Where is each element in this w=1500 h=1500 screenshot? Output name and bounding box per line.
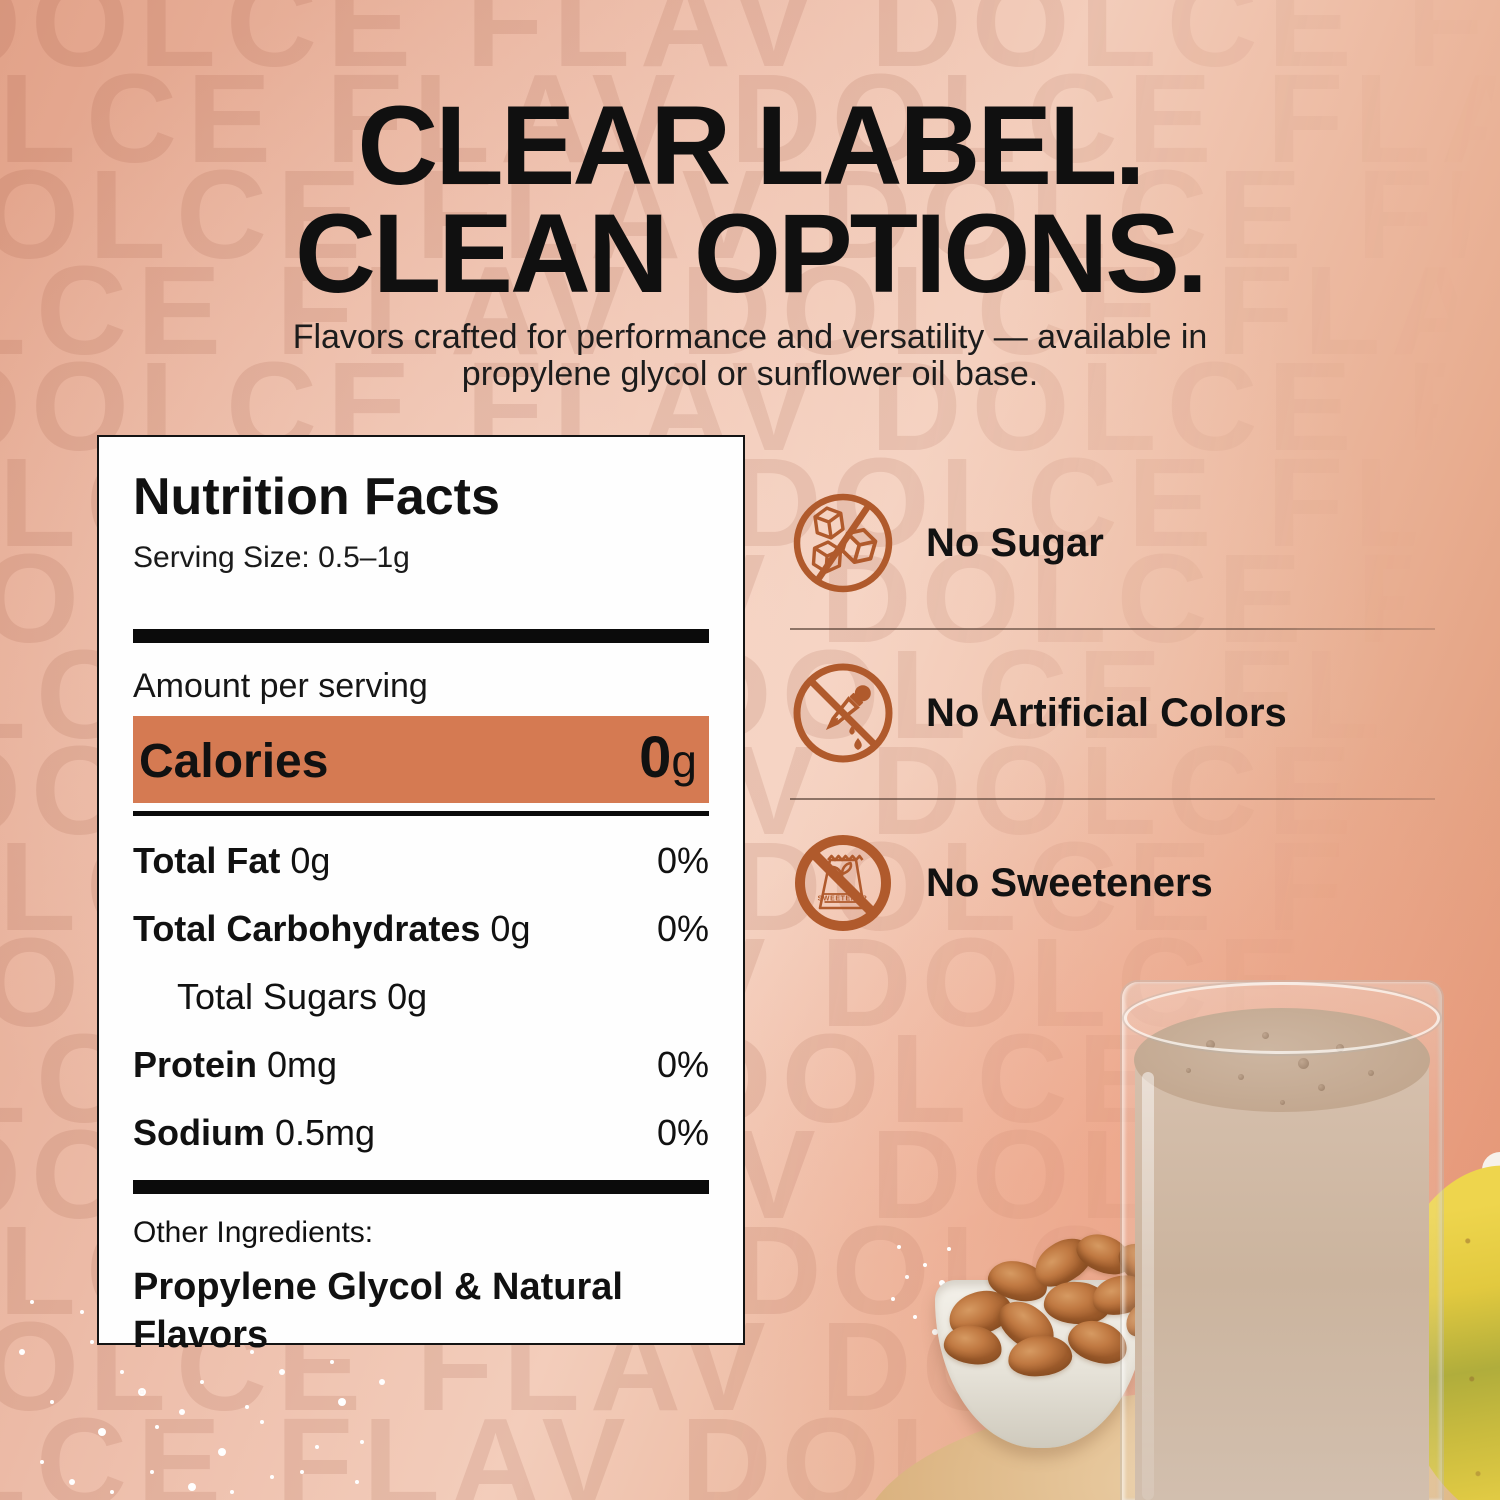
smoothie-liquid <box>1135 1060 1429 1500</box>
nutrition-facts-panel: Nutrition Facts Serving Size: 0.5–1g Amo… <box>97 435 745 1356</box>
feature-no-sweeteners: SWEETENER No Sweeteners <box>790 830 1435 936</box>
bubble <box>1280 1100 1285 1105</box>
bubble <box>1368 1070 1374 1076</box>
nutrient: Sodium 0.5mg <box>133 1112 376 1153</box>
watermark-row: DOLCE FLAV DOLCE FLAV DOLCE FLAV <box>0 0 1500 93</box>
table-row: Total Fat 0g 0% <box>133 840 709 882</box>
svg-text:SWEETENER: SWEETENER <box>818 896 868 903</box>
photo-composite <box>840 980 1500 1500</box>
bubble <box>1298 1058 1309 1069</box>
nutrient-rows: Total Fat 0g 0% Total Carbohydrates 0g 0… <box>133 840 709 1154</box>
calories-value: 0g <box>639 725 697 790</box>
feature-divider <box>790 798 1435 800</box>
no-sugar-icon <box>793 493 893 593</box>
page-title-line2: CLEAN OPTIONS. <box>294 190 1208 316</box>
daily-value: 0% <box>656 1044 709 1085</box>
table-row: Total Carbohydrates 0g 0% <box>133 908 709 950</box>
nutrient: Total Fat 0g <box>133 840 331 881</box>
other-ingredients-value: Propylene Glycol & Natural Flavors <box>133 1266 623 1356</box>
feature-list: No Sugar No Artificial Colors <box>790 490 1435 936</box>
thin-divider <box>133 811 709 816</box>
subtitle-line2: propylene glycol or sunflower oil base. <box>461 355 1039 394</box>
feature-label: No Sweeteners <box>926 860 1213 905</box>
feature-no-sugar: No Sugar <box>790 490 1435 596</box>
daily-value: 0% <box>656 840 709 881</box>
daily-value: 0% <box>656 908 709 949</box>
no-artificial-colors-icon <box>793 663 893 763</box>
bubble <box>1318 1084 1325 1091</box>
bubble <box>1238 1074 1244 1080</box>
smoothie-glass <box>1122 982 1442 1500</box>
glass-rim <box>1124 982 1440 1054</box>
calories-row: Calories 0g <box>133 716 709 803</box>
table-row: Total Sugars 0g <box>133 976 709 1018</box>
daily-value: 0% <box>656 1112 709 1153</box>
amount-per-serving: Amount per serving <box>133 667 428 705</box>
table-row: Protein 0mg 0% <box>133 1044 709 1086</box>
feature-label: No Artificial Colors <box>926 690 1287 735</box>
page-title-line1: CLEAR LABEL. <box>357 83 1145 208</box>
smoothie-bubbles <box>1122 982 1442 1500</box>
nutrition-facts-title: Nutrition Facts <box>133 468 500 526</box>
speckle-cluster <box>905 1275 909 1279</box>
feature-no-artificial-colors: No Artificial Colors <box>790 660 1435 766</box>
thick-divider <box>133 1180 709 1194</box>
subtitle-line1: Flavors crafted for performance and vers… <box>292 318 1208 357</box>
feature-divider <box>790 628 1435 630</box>
nutrient: Total Sugars 0g <box>177 976 428 1017</box>
nutrient: Total Carbohydrates 0g <box>133 908 531 949</box>
calories-label: Calories <box>139 735 329 788</box>
header: CLEAR LABEL. CLEAN OPTIONS. Flavors craf… <box>0 83 1500 394</box>
bubble <box>1186 1068 1191 1073</box>
serving-size: Serving Size: 0.5–1g <box>133 541 410 574</box>
table-row: Sodium 0.5mg 0% <box>133 1112 709 1154</box>
other-ingredients-label: Other Ingredients: <box>133 1216 374 1249</box>
nutrient: Protein 0mg <box>133 1044 338 1085</box>
page-subtitle: Flavors crafted for performance and vers… <box>0 318 1500 394</box>
no-sweeteners-icon: SWEETENER <box>795 835 891 931</box>
speckle-cluster <box>140 1390 144 1394</box>
glass-highlight <box>1142 1072 1154 1500</box>
feature-label: No Sugar <box>926 520 1104 565</box>
thick-divider <box>133 629 709 643</box>
